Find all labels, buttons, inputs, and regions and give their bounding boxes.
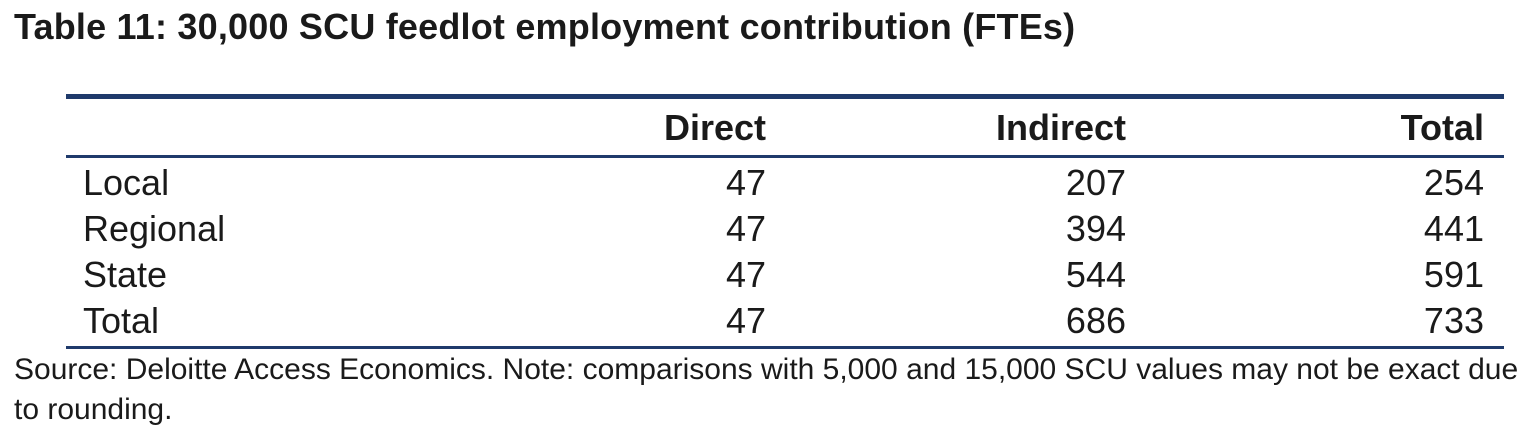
- cell-total: 254: [1423, 162, 1484, 203]
- cell-direct: 47: [725, 208, 766, 249]
- table-header-rule: [66, 155, 1504, 158]
- header-indirect: Indirect: [995, 107, 1126, 148]
- table-row-state: State 47 544 591: [66, 252, 1504, 298]
- table-top-rule: [66, 94, 1504, 99]
- row-label: Local: [83, 162, 170, 203]
- cell-total: 591: [1423, 254, 1484, 295]
- table-header-row: Direct Indirect Total: [66, 99, 1504, 155]
- cell-direct: 47: [725, 300, 766, 341]
- cell-direct: 47: [725, 254, 766, 295]
- table-row-local: Local 47 207 254: [66, 160, 1504, 206]
- table-row-regional: Regional 47 394 441: [66, 206, 1504, 252]
- table-body: Local 47 207 254 Regional 47 394 441 Sta…: [66, 158, 1504, 346]
- row-label: Total: [83, 300, 160, 341]
- table-bottom-rule: [66, 346, 1504, 349]
- cell-total: 441: [1423, 208, 1484, 249]
- cell-indirect: 394: [1065, 208, 1126, 249]
- header-total: Total: [1400, 107, 1484, 148]
- row-label: Regional: [83, 208, 226, 249]
- table-title: Table 11: 30,000 SCU feedlot employment …: [14, 6, 1076, 47]
- employment-table: Direct Indirect Total Local 47 207 254 R…: [66, 94, 1504, 349]
- cell-direct: 47: [725, 162, 766, 203]
- source-note: Source: Deloitte Access Economics. Note:…: [14, 353, 1519, 426]
- cell-indirect: 544: [1065, 254, 1126, 295]
- row-label: State: [83, 254, 168, 295]
- cell-indirect: 686: [1065, 300, 1126, 341]
- cell-indirect: 207: [1065, 162, 1126, 203]
- cell-total: 733: [1423, 300, 1484, 341]
- table-row-total: Total 47 686 733: [66, 298, 1504, 344]
- header-direct: Direct: [663, 107, 766, 148]
